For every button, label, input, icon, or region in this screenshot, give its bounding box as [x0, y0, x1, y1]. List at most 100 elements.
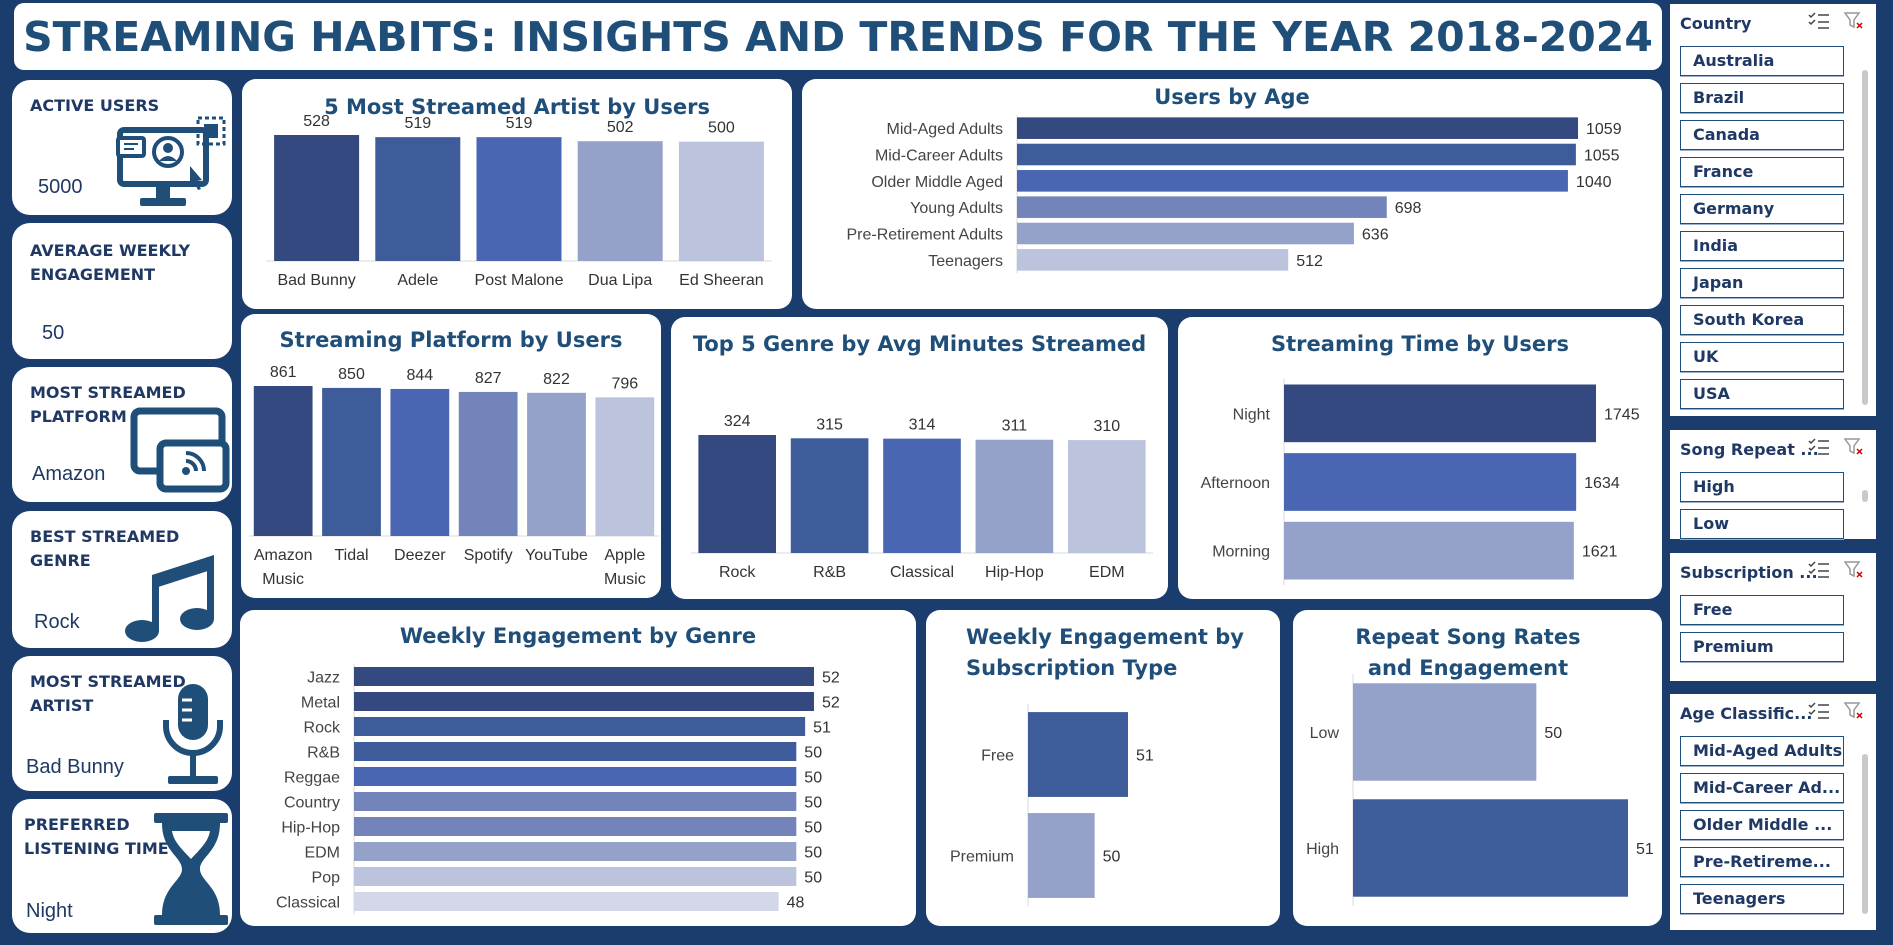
category-label: EDM	[1089, 564, 1125, 581]
chart-streaming-time: 1745 Night 1634 Afternoon 1621 Morning	[1201, 379, 1640, 585]
multi-select-icon[interactable]	[1808, 438, 1830, 456]
clear-filter-icon[interactable]	[1844, 12, 1864, 30]
bar	[1284, 521, 1574, 580]
data-label: 310	[1093, 418, 1120, 435]
kpi-most-streamed-platform: MOST STREAMED PLATFORM Amazon	[12, 367, 232, 502]
slicer-item[interactable]: India	[1680, 231, 1844, 261]
dashboard-title-bar: STREAMING HABITS: INSIGHTS AND TRENDS FO…	[14, 3, 1662, 70]
data-label: 822	[543, 371, 570, 388]
data-label: 861	[270, 364, 297, 381]
bar	[354, 667, 814, 686]
category-label: Amazon	[254, 547, 313, 564]
slicer-title: Age Classific...	[1680, 704, 1813, 723]
slicer-item[interactable]: Premium	[1680, 632, 1844, 662]
slicer-item[interactable]: High	[1680, 472, 1844, 502]
category-label: Music	[604, 571, 646, 588]
chart-title-platform-users: Streaming Platform by Users	[279, 328, 623, 352]
panel-users-by-age: Users by Age 1059 Mid-Aged Adults 1055 Mid-…	[802, 79, 1662, 309]
slicer-scrollbar[interactable]	[1862, 754, 1868, 914]
panel-subscription: Weekly Engagement by Subscription Type 5…	[926, 610, 1280, 926]
chart-title-weekly-genre: Weekly Engagement by Genre	[399, 624, 757, 648]
bar	[1017, 196, 1387, 218]
bar	[354, 867, 797, 886]
kpi-value: 50	[42, 322, 65, 344]
slicer-item[interactable]: Pre-Retireme...	[1680, 847, 1844, 877]
data-label: 844	[406, 367, 433, 384]
slicer-title: Song Repeat ...	[1680, 440, 1819, 459]
category-label: YouTube	[525, 547, 588, 564]
data-label: 52	[822, 695, 840, 712]
panel-streaming-time: Streaming Time by Users 1745 Night 1634 Aft…	[1178, 317, 1662, 599]
bar	[354, 817, 797, 836]
category-label: Bad Bunny	[277, 272, 355, 289]
data-label: 512	[1296, 253, 1323, 270]
multi-select-icon[interactable]	[1808, 12, 1830, 30]
data-label: 51	[1636, 841, 1654, 858]
bar	[322, 387, 381, 536]
bar	[390, 388, 450, 536]
category-label: Pre-Retirement Adults	[846, 227, 1003, 244]
data-label: 1040	[1576, 174, 1612, 191]
kpi-value: Night	[26, 900, 73, 922]
slicer-item[interactable]: Brazil	[1680, 83, 1844, 113]
kpi-best-streamed-genre: BEST STREAMED GENRE Rock	[12, 511, 232, 648]
multi-select-icon[interactable]	[1808, 561, 1830, 579]
category-label: Mid-Career Adults	[875, 148, 1003, 165]
slicer-item[interactable]: Free	[1680, 595, 1844, 625]
slicer-item[interactable]: South Korea	[1680, 305, 1844, 335]
slicer-item[interactable]: Japan	[1680, 268, 1844, 298]
dashboard-title: STREAMING HABITS: INSIGHTS AND TRENDS FO…	[23, 12, 1653, 61]
slicer-item[interactable]: Germany	[1680, 194, 1844, 224]
slicer-item[interactable]: Mid-Career Ad...	[1680, 773, 1844, 803]
slicer-item[interactable]: Teenagers	[1680, 884, 1844, 914]
chart-subscription: 51 Free 50 Premium	[950, 704, 1154, 906]
chart-weekly-genre: 52 Jazz 52 Metal 51 Rock 50 R&B 50 Reggae 50 Countr…	[276, 664, 840, 914]
data-label: 311	[1002, 418, 1028, 435]
slicer-controls	[1808, 12, 1864, 30]
bar	[354, 742, 797, 761]
clear-filter-icon[interactable]	[1844, 561, 1864, 579]
kpi-label: MOST STREAMED ARTIST	[30, 672, 186, 715]
kpi-label: AVERAGE WEEKLY ENGAGEMENT	[30, 241, 191, 284]
bar	[1067, 440, 1146, 553]
slicer-country: Country Australia Brazil Canada France Germa…	[1670, 4, 1876, 416]
category-label: Jazz	[307, 670, 340, 687]
category-label: Hip-Hop	[281, 820, 340, 837]
data-label: 50	[804, 770, 822, 787]
slicer-item[interactable]: UK	[1680, 342, 1844, 372]
clear-filter-icon[interactable]	[1844, 438, 1864, 456]
slicer-item[interactable]: Mid-Aged Adults	[1680, 736, 1844, 766]
category-label: Teenagers	[928, 253, 1003, 270]
category-label: Deezer	[394, 547, 446, 564]
data-label: 796	[611, 375, 638, 392]
microphone-icon	[163, 684, 223, 784]
bar	[595, 397, 655, 536]
slicer-item[interactable]: France	[1680, 157, 1844, 187]
category-label: Free	[981, 748, 1014, 765]
slicer-controls	[1808, 438, 1864, 456]
slicer-item[interactable]: Low	[1680, 509, 1844, 539]
data-label: 1745	[1604, 406, 1640, 423]
chart-title-top-artists: 5 Most Streamed Artist by Users	[324, 95, 710, 119]
kpi-preferred-listening-time: PREFERRED LISTENING TIME Night	[12, 799, 232, 933]
slicer-item[interactable]: Australia	[1680, 46, 1844, 76]
bar	[354, 692, 814, 711]
slicer-item[interactable]: USA	[1680, 379, 1844, 409]
slicer-scrollbar[interactable]	[1862, 490, 1868, 502]
slicer-item[interactable]: Canada	[1680, 120, 1844, 150]
category-label: Dua Lipa	[588, 272, 652, 289]
bar	[375, 137, 461, 261]
bar	[354, 792, 797, 811]
slicer-song-repeat: Song Repeat ... High Low	[1670, 430, 1876, 539]
data-label: 519	[506, 115, 533, 132]
panel-weekly-genre: Weekly Engagement by Genre 52 Jazz 52 Metal…	[240, 610, 916, 926]
bar	[1017, 222, 1354, 245]
clear-filter-icon[interactable]	[1844, 702, 1864, 720]
multi-select-icon[interactable]	[1808, 702, 1830, 720]
panel-platform-users: Streaming Platform by Users 861 Amazon Mus…	[241, 314, 661, 598]
cast-icon	[130, 407, 230, 493]
bar	[1284, 384, 1596, 443]
bar	[253, 386, 313, 536]
slicer-scrollbar[interactable]	[1862, 70, 1868, 405]
slicer-item[interactable]: Older Middle ...	[1680, 810, 1844, 840]
